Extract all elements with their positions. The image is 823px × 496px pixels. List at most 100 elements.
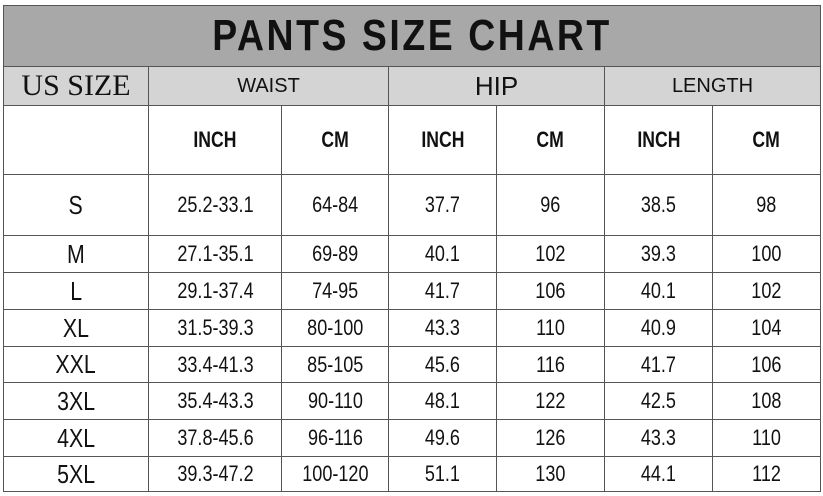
table-cell: 42.5 [604,382,713,420]
cell-text: 33.4-41.3 [176,351,254,377]
cell-text: XXL [55,349,97,379]
table-cell: 98 [712,174,821,236]
size-label-cell: M [3,235,149,273]
table-cell: 74-95 [281,272,389,310]
cell-text: 102 [751,278,782,303]
cell-text: 43.3 [424,315,461,340]
table-cell: 44.1 [604,456,713,492]
table-cell: 106 [712,346,821,383]
table-cell: 80-100 [281,309,389,347]
table-row: XL 31.5-39.3 80-100 43.3 110 40.9 104 [3,309,821,347]
table-row: 3XL 35.4-43.3 90-110 48.1 122 42.5 108 [3,382,821,420]
cell-text: 5XL [57,458,95,489]
size-label-cell: 4XL [3,419,149,457]
subheader-text: INCH [193,127,237,152]
cell-text: 37.7 [424,192,461,217]
table-cell: 49.6 [388,419,497,457]
cell-text: M [67,238,85,269]
cell-text: 100 [751,241,782,266]
cell-text: 27.1-35.1 [176,241,254,266]
size-chart-table: PANTS SIZE CHART US SIZE WAIST HIP LENGT… [3,5,821,492]
table-row: L 29.1-37.4 74-95 41.7 106 40.1 102 [3,272,821,310]
table-row: XXL 33.4-41.3 85-105 45.6 116 41.7 106 [3,346,821,383]
cell-text: 100-120 [301,461,369,486]
cell-text: 106 [751,351,782,377]
table-cell: 43.3 [604,419,713,457]
cell-text: XL [62,312,90,343]
cell-text: 96-116 [307,425,363,450]
table-cell: 110 [712,419,821,457]
cell-text: 64-84 [311,192,359,217]
table-cell: 31.5-39.3 [148,309,282,347]
table-cell: 110 [496,309,605,347]
cell-text: 108 [751,388,782,413]
table-cell: 100-120 [281,456,389,492]
subheader-text: CM [536,127,565,152]
table-cell: 51.1 [388,456,497,492]
table-cell: 108 [712,382,821,420]
header-length: LENGTH [604,66,821,106]
cell-text: 98 [756,192,777,217]
cell-text: 106 [535,278,566,303]
table-row: S 25.2-33.1 64-84 37.7 96 38.5 98 [3,174,821,236]
table-cell: 40.9 [604,309,713,347]
table-cell: 45.6 [388,346,497,383]
header-us-size: US SIZE [3,66,149,106]
cell-text: 49.6 [424,425,461,450]
cell-text: 51.1 [424,461,461,486]
cell-text: 39.3-47.2 [176,461,254,486]
cell-text: 90-110 [307,388,363,413]
cell-text: 122 [535,388,566,413]
cell-text: 4XL [57,422,95,453]
cell-text: 112 [752,461,781,486]
cell-text: 38.5 [640,192,677,217]
table-row: 4XL 37.8-45.6 96-116 49.6 126 43.3 110 [3,419,821,457]
cell-text: 69-89 [311,241,359,266]
table-cell: 43.3 [388,309,497,347]
table-cell: 102 [496,235,605,273]
table-cell: 35.4-43.3 [148,382,282,420]
size-label-cell: 3XL [3,382,149,420]
table-cell: 112 [712,456,821,492]
cell-text: 85-105 [306,351,364,377]
cell-text: 41.7 [424,278,461,303]
header-hip: HIP [388,66,605,106]
table-cell: 33.4-41.3 [148,346,282,383]
size-label-cell: XXL [3,346,149,383]
table-cell: 96-116 [281,419,389,457]
cell-text: 39.3 [640,241,677,266]
table-cell: 37.7 [388,174,497,236]
cell-text: 3XL [57,385,95,416]
table-cell: 106 [496,272,605,310]
cell-text: 41.7 [640,351,677,377]
table-cell: 41.7 [604,346,713,383]
subheader-empty [3,105,149,175]
size-label-cell: 5XL [3,456,149,492]
chart-title: PANTS SIZE CHART [3,5,821,67]
subheader-cell: INCH [148,105,282,175]
table-cell: 104 [712,309,821,347]
table-cell: 116 [496,346,605,383]
cell-text: 116 [536,351,565,377]
cell-text: 44.1 [640,461,677,486]
subheader-text: INCH [420,127,465,152]
cell-text: 110 [752,425,781,450]
cell-text: 110 [536,315,565,340]
cell-text: 126 [535,425,566,450]
table-cell: 69-89 [281,235,389,273]
table-cell: 29.1-37.4 [148,272,282,310]
cell-text: 74-95 [311,278,359,303]
table-cell: 27.1-35.1 [148,235,282,273]
table-row: M 27.1-35.1 69-89 40.1 102 39.3 100 [3,235,821,273]
cell-text: 31.5-39.3 [176,315,254,340]
cell-text: 37.8-45.6 [176,425,254,450]
cell-text: L [70,275,82,306]
subheader-text: INCH [636,127,681,152]
cell-text: 43.3 [640,425,677,450]
table-cell: 37.8-45.6 [148,419,282,457]
table-cell: 40.1 [604,272,713,310]
table-cell: 90-110 [281,382,389,420]
cell-text: 35.4-43.3 [176,388,254,413]
subheader-cell: CM [281,105,389,175]
table-row: 5XL 39.3-47.2 100-120 51.1 130 44.1 112 [3,456,821,492]
